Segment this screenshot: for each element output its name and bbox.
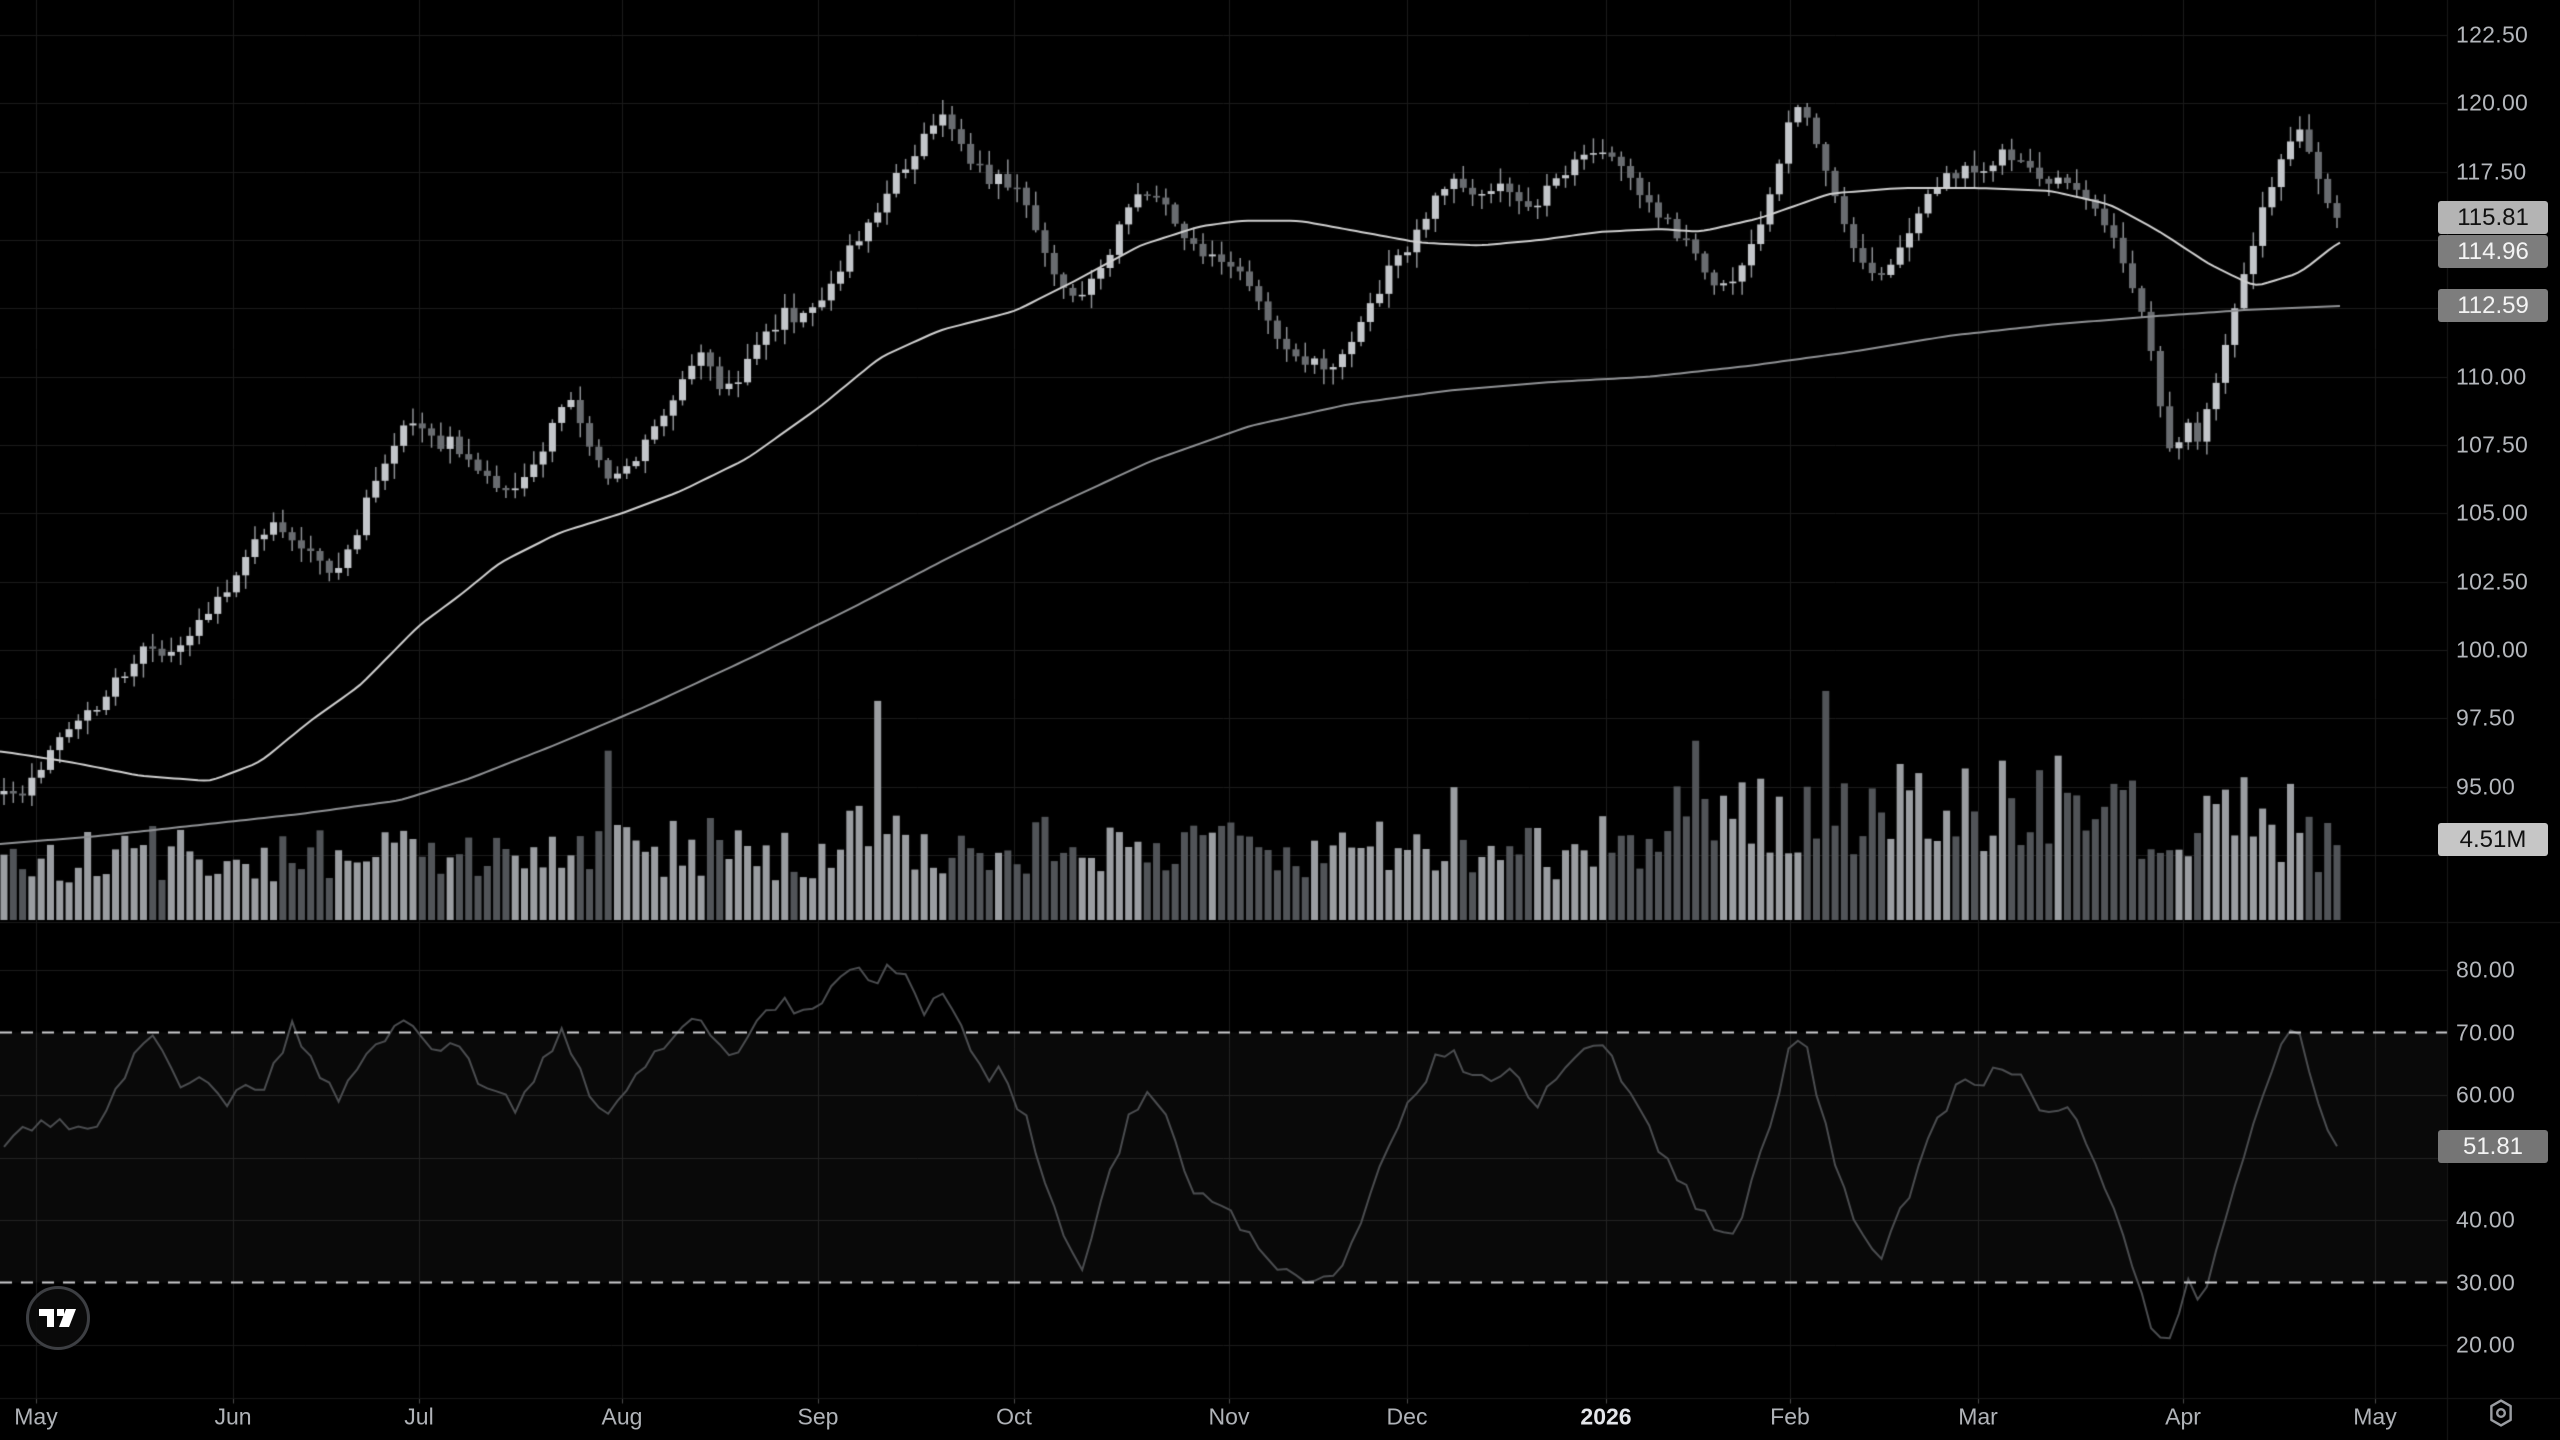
- price-axis-label: 102.50: [2456, 568, 2529, 595]
- time-axis-label: 2026: [1580, 1403, 1632, 1430]
- tradingview-logo-icon: [39, 1309, 76, 1327]
- price-axis-label: 110.00: [2456, 363, 2527, 390]
- time-axis-label: Jul: [404, 1403, 434, 1430]
- ma-fast-value-badge: 114.96: [2438, 235, 2548, 269]
- price-axis-label: 105.00: [2456, 499, 2529, 526]
- rsi-axis-label: 70.00: [2456, 1019, 2516, 1045]
- rsi-axis-label: 80.00: [2456, 956, 2516, 983]
- time-axis-label: Aug: [601, 1403, 643, 1430]
- rsi-value-badge: 51.81: [2438, 1129, 2548, 1163]
- time-axis-label: May: [2353, 1403, 2397, 1430]
- rsi-axis-label: 40.00: [2456, 1206, 2516, 1233]
- time-axis-label: Jun: [214, 1403, 252, 1430]
- ma-slow-value-badge: 112.59: [2438, 289, 2548, 323]
- time-axis-label: Dec: [1386, 1403, 1428, 1430]
- rsi-pane[interactable]: [0, 926, 2447, 1398]
- price-axis-label: 100.00: [2456, 636, 2529, 663]
- rsi-axis-label: 30.00: [2456, 1269, 2516, 1295]
- rsi-axis-label: 20.00: [2456, 1331, 2516, 1358]
- time-axis-label: Apr: [2165, 1403, 2201, 1430]
- price-pane[interactable]: [0, 0, 2447, 922]
- time-axis-label: Sep: [797, 1403, 839, 1430]
- gear-icon[interactable]: [2484, 1396, 2518, 1430]
- time-axis-label: Oct: [996, 1403, 1032, 1430]
- price-axis-label: 122.50: [2456, 21, 2529, 48]
- volume-value-badge: 4.51M: [2438, 823, 2548, 857]
- price-axis-label: 120.00: [2456, 89, 2529, 116]
- price-axis-label: 97.50: [2456, 704, 2516, 731]
- time-axis-label: May: [14, 1403, 58, 1430]
- tradingview-logo[interactable]: [26, 1286, 90, 1350]
- last-price-badge: 115.81: [2438, 201, 2548, 235]
- rsi-axis-label: 60.00: [2456, 1081, 2516, 1108]
- time-axis-label: Nov: [1208, 1403, 1250, 1430]
- price-axis-label: 117.50: [2456, 158, 2527, 185]
- price-axis-label: 95.00: [2456, 773, 2516, 800]
- time-axis-label: Feb: [1770, 1403, 1810, 1430]
- time-axis-label: Mar: [1958, 1403, 1998, 1430]
- price-axis-label: 107.50: [2456, 431, 2529, 458]
